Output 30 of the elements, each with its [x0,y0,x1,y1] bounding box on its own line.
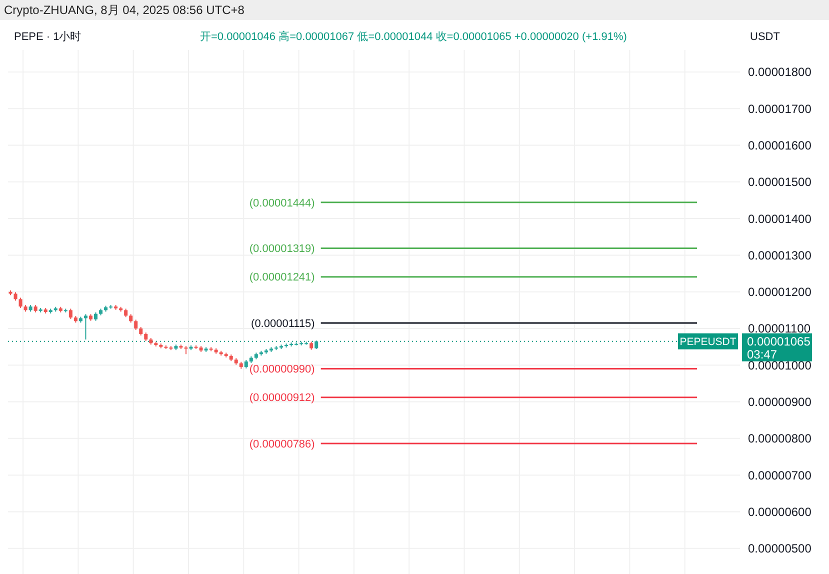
chart-subtitle: 开=0.00001046 高=0.00001067 低=0.00001044 收=0.00001065 +0.00000020 (+1.91%) [200,30,627,43]
y-tick-label: 0.00001400 [748,212,812,226]
y-tick-label: 0.00001100 [748,322,811,336]
y-tick-label: 0.00001500 [748,175,812,190]
ref-line-label: (0.00001319) [249,243,315,256]
chart-title: PEPE · 1小时 [14,30,82,43]
candlestick [18,297,22,308]
ref-line-label: (0.00001115) [251,318,315,330]
y-tick-label: 0.00001800 [748,65,812,80]
ref-line-label: (0.00001241) [249,272,315,284]
y-tick-label: 0.00001600 [748,138,812,152]
ref-line-label: (0.00000912) [249,392,315,404]
y-tick-label: 0.00000600 [748,504,812,519]
y-tick-label: 0.00000500 [748,542,812,556]
y-tick-label: 0.00001200 [748,285,812,300]
y-tick-label: 0.00000700 [748,468,812,482]
ref-line-label: (0.00001444) [249,197,315,210]
text: 0.00001065 [747,334,811,349]
y-tick-label: 0.00001700 [748,102,812,116]
ref-line-label: (0.00000990) [249,364,315,376]
candlestick [68,308,72,320]
candlestick [84,314,88,340]
y-tick-label: 0.00000800 [748,432,812,446]
y-tick-label: 0.00000900 [748,394,812,409]
y-tick-label: 0.00001300 [748,248,812,262]
y-axis-title: USDT [750,31,780,43]
candlestick [134,319,138,330]
text: Crypto-ZHUANG, 8月 04, 2025 08:56 UTC+8 [4,3,245,17]
ref-line-label: (0.00000786) [249,438,315,450]
ref-line-label: PEPEUSDT [680,336,737,348]
